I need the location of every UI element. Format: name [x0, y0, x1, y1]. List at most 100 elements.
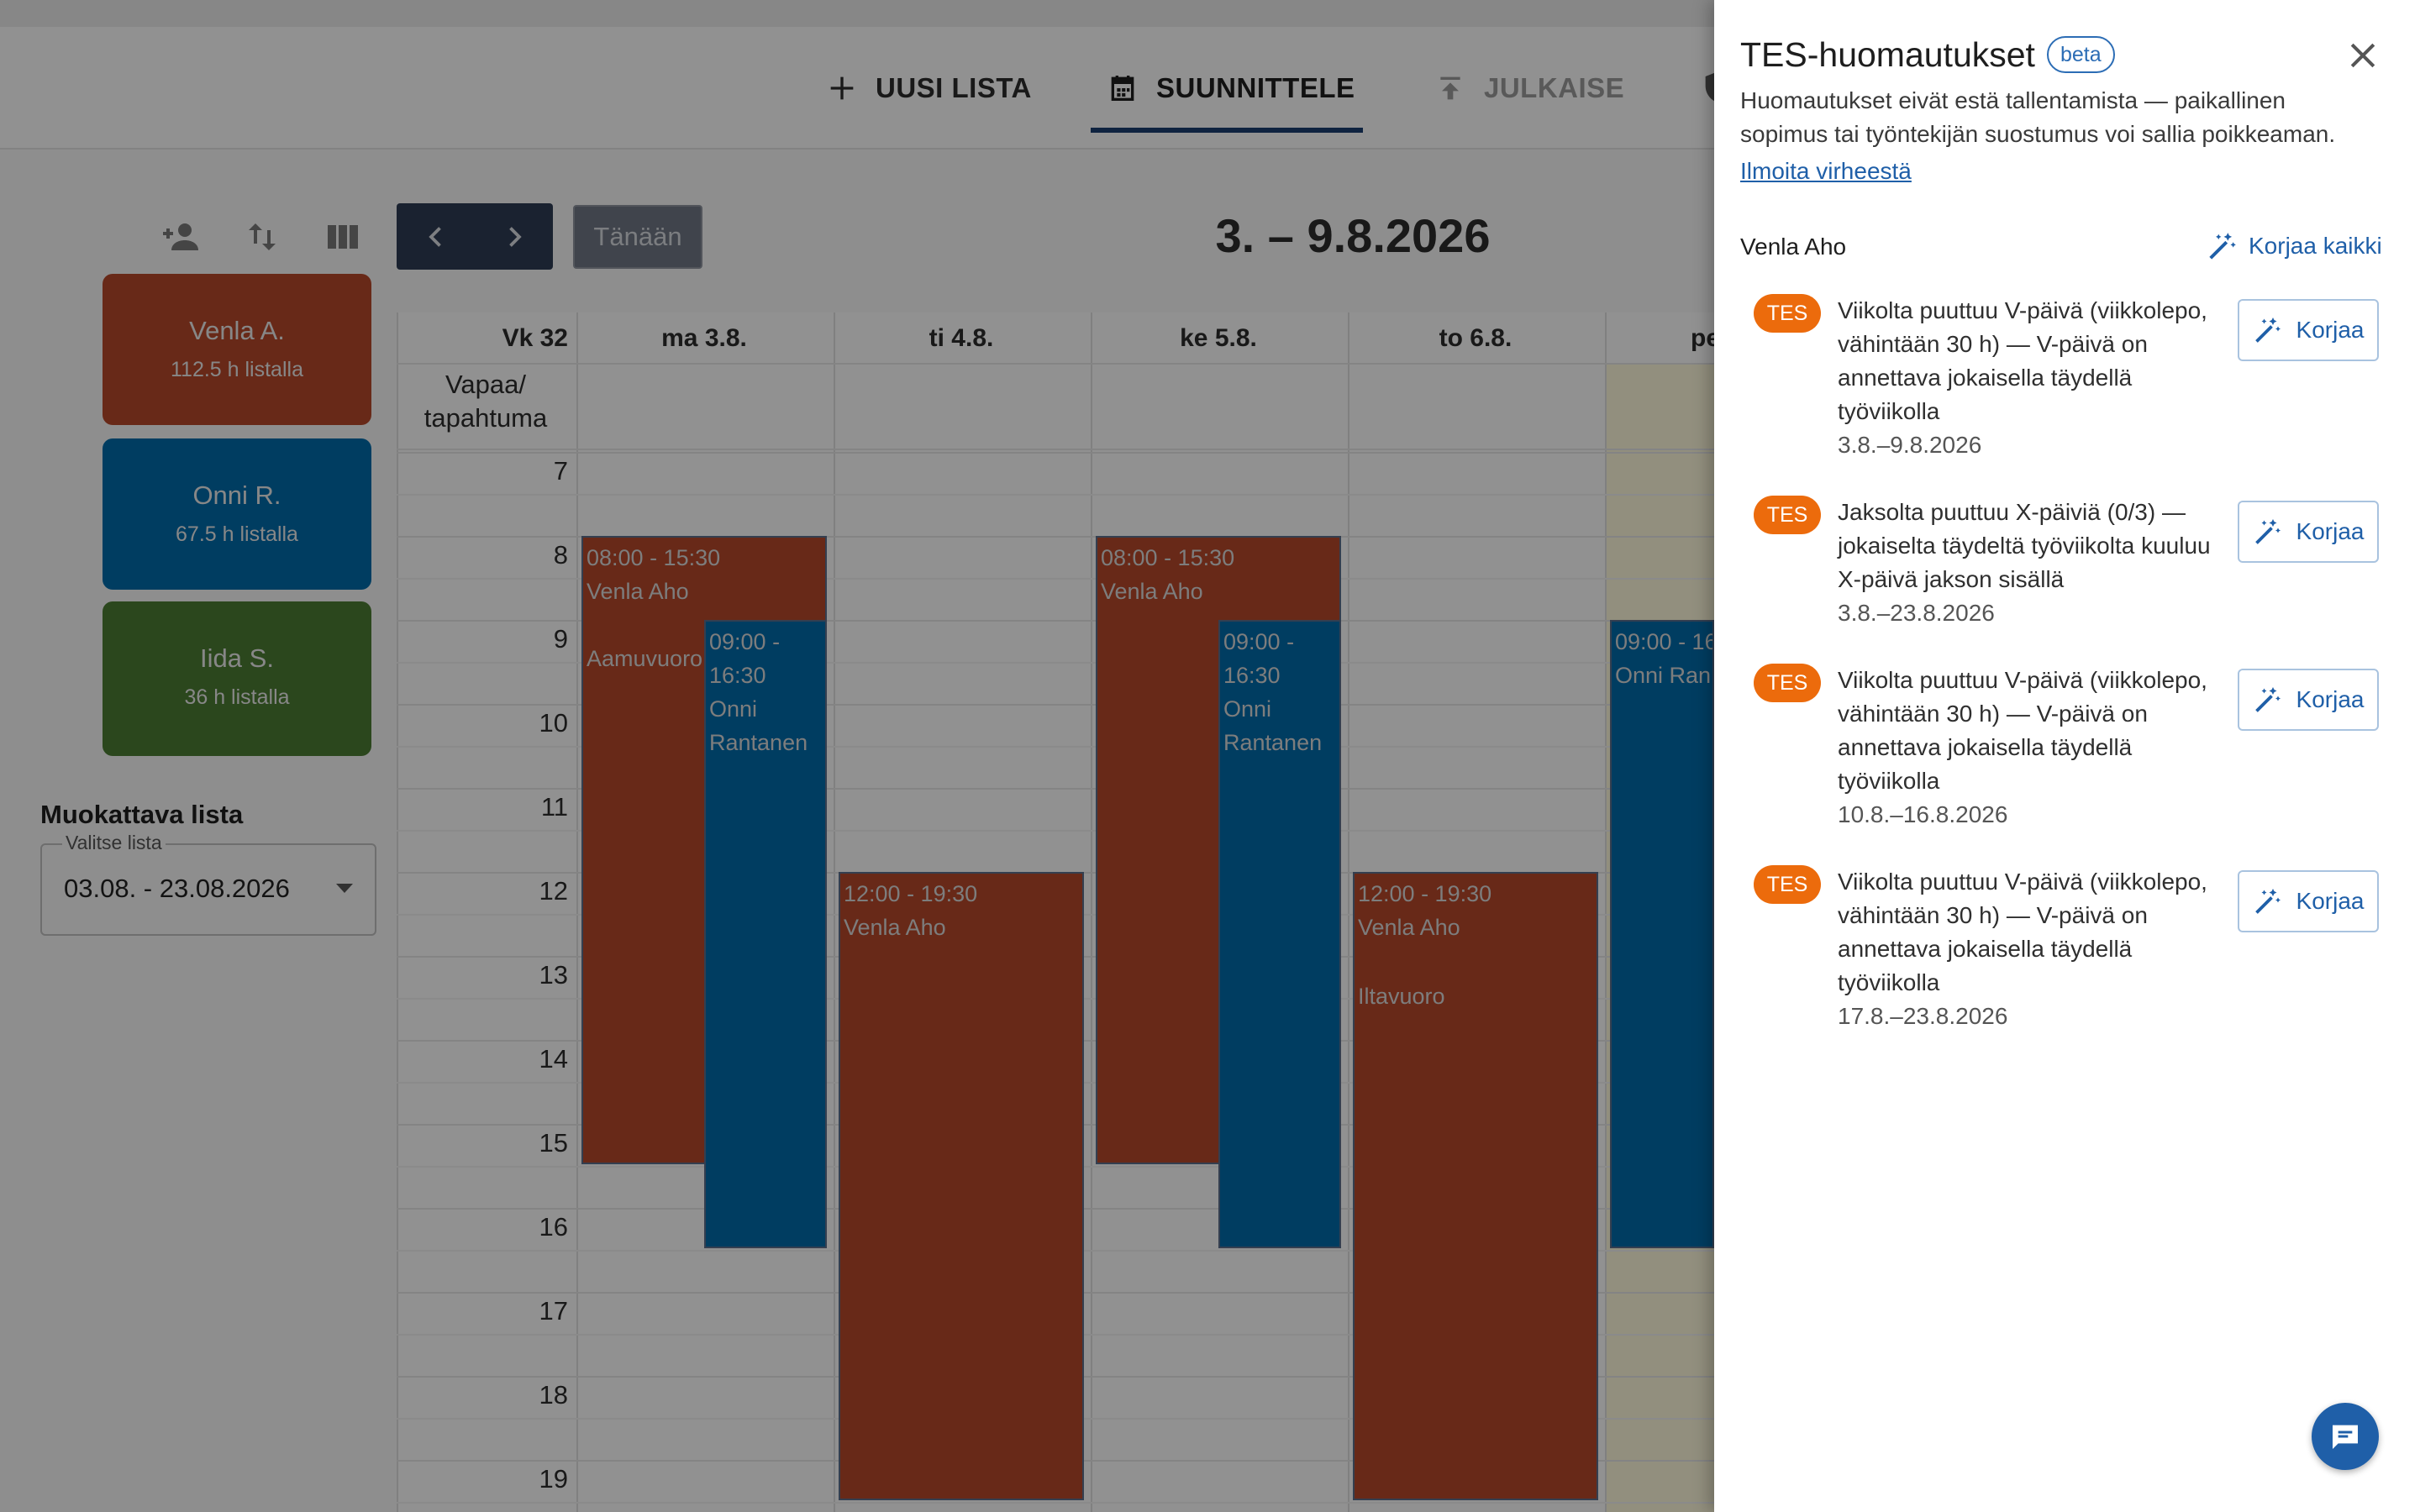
employee-card[interactable]: Venla A. 112.5 h listalla: [103, 274, 371, 425]
employee-name: Onni R.: [192, 480, 281, 510]
shift-time: 08:00 - 15:30: [1101, 545, 1235, 570]
hour-label: 13: [539, 960, 568, 990]
fix-button[interactable]: Korjaa: [2238, 299, 2379, 361]
day-header-tue[interactable]: ti 4.8.: [929, 324, 994, 352]
employee-hours: 67.5 h listalla: [176, 522, 298, 546]
shift-time: 09:00 - 16: [1615, 629, 1714, 654]
shift-block[interactable]: 09:00 - 16:30 Onni Rantanen: [1218, 620, 1341, 1248]
person-name: Venla Aho: [1740, 234, 1847, 260]
day-header-fri[interactable]: pe: [1691, 324, 1714, 352]
magic-wand-icon: [2254, 318, 2281, 343]
allday-label-line1: Vapaa/: [445, 370, 526, 399]
chat-icon: [2333, 1425, 2358, 1449]
shift-person: Onni Rantanen: [709, 696, 808, 755]
shift-block[interactable]: 12:00 - 19:30 Venla Aho: [839, 872, 1084, 1500]
publish-icon: [1440, 76, 1460, 100]
tab-publish[interactable]: JULKAISE: [1434, 27, 1624, 150]
hour-divider: [397, 788, 1714, 790]
close-icon[interactable]: [2344, 37, 2381, 74]
magic-wand-icon: [2254, 889, 2281, 914]
tab-plan[interactable]: SUUNNITTELE: [1106, 27, 1355, 150]
shift-note: Iltavuoro: [1358, 984, 1445, 1009]
hour-label: 10: [539, 708, 568, 738]
week-number: Vk 32: [502, 324, 568, 352]
magic-wand-icon: [2209, 233, 2236, 260]
shift-block[interactable]: 09:00 - 16:30 Onni Rantanen: [704, 620, 827, 1248]
list-select-value: 03.08. - 23.08.2026: [64, 874, 290, 903]
day-header-wed[interactable]: ke 5.8.: [1180, 324, 1257, 352]
hour-label: 17: [539, 1296, 568, 1326]
fix-button[interactable]: Korjaa: [2238, 870, 2379, 932]
employee-card[interactable]: Iida S. 36 h listalla: [103, 601, 371, 756]
shift-block[interactable]: 12:00 - 19:30 Venla Aho Iltavuoro: [1353, 872, 1598, 1500]
issue-description: Jaksolta puuttuu X-päiviä (0/3) — jokais…: [1838, 499, 2211, 592]
fix-all-label: Korjaa kaikki: [2249, 233, 2382, 259]
issue-text: Jaksolta puuttuu X-päiviä (0/3) — jokais…: [1838, 496, 2224, 630]
chevron-right-icon: [508, 226, 522, 247]
hour-divider: [397, 620, 1714, 622]
issue-description: Viikolta puuttuu V-päivä (viikkolepo, vä…: [1838, 667, 2207, 794]
issue-date: 3.8.–23.8.2026: [1838, 600, 1995, 626]
issue-description: Viikolta puuttuu V-päivä (viikkolepo, vä…: [1838, 869, 2207, 995]
chevron-left-icon: [428, 226, 441, 247]
panel-description: Huomautukset eivät estä tallentamista — …: [1740, 87, 2336, 147]
list-select[interactable]: [40, 843, 376, 936]
half-hour-divider: [397, 830, 1714, 832]
next-week-button[interactable]: [475, 203, 553, 270]
week-range-title: 3. – 9.8.2026: [1215, 209, 1491, 262]
hour-label: 12: [539, 876, 568, 906]
report-error-link[interactable]: Ilmoita virheestä: [1740, 158, 1912, 184]
panel-title: TES-huomautukset: [1740, 35, 2035, 74]
add-person-icon[interactable]: [161, 217, 202, 257]
tab-publish-label: JULKAISE: [1484, 72, 1625, 103]
hour-label: 8: [553, 540, 568, 570]
header-divider: [397, 449, 1714, 450]
shift-person: Venla Aho: [587, 579, 689, 604]
day-column-divider: [1605, 312, 1607, 1512]
list-select-label: Valitse lista: [62, 832, 166, 854]
day-header-mon[interactable]: ma 3.8.: [661, 324, 747, 352]
previous-week-button[interactable]: [397, 203, 475, 270]
employee-hours: 112.5 h listalla: [171, 358, 303, 381]
columns-icon[interactable]: [323, 217, 363, 257]
fix-button[interactable]: Korjaa: [2238, 501, 2379, 563]
hour-label: 19: [539, 1464, 568, 1494]
top-strip: [0, 0, 1714, 27]
allday-row-label: Vapaa/ tapahtuma: [397, 368, 575, 435]
employee-hours: 36 h listalla: [184, 685, 290, 709]
issue-description: Viikolta puuttuu V-päivä (viikkolepo, vä…: [1838, 297, 2207, 424]
hour-divider: [397, 536, 1714, 538]
tab-plan-label: SUUNNITTELE: [1156, 72, 1355, 103]
issue-text: Viikolta puuttuu V-päivä (viikkolepo, vä…: [1838, 294, 2224, 462]
shift-time: 12:00 - 19:30: [1358, 881, 1492, 906]
shift-time: 09:00 - 16:30: [709, 629, 781, 688]
shift-person: Onni Rantanen: [1223, 696, 1323, 755]
fix-label: Korjaa: [2296, 686, 2365, 712]
employee-card[interactable]: Onni R. 67.5 h listalla: [103, 438, 371, 590]
fix-label: Korjaa: [2296, 888, 2365, 914]
shift-person: Venla Aho: [1101, 579, 1203, 604]
fix-all-button[interactable]: Korjaa kaikki: [2207, 230, 2382, 262]
beta-badge: beta: [2047, 36, 2115, 73]
tab-new-list[interactable]: UUSI LISTA: [825, 27, 1032, 150]
fix-button[interactable]: Korjaa: [2238, 669, 2379, 731]
shift-time: 12:00 - 19:30: [844, 881, 978, 906]
shift-block[interactable]: 09:00 - 16 Onni Ran: [1610, 620, 1714, 1248]
day-column-divider: [834, 312, 835, 1512]
issue-text: Viikolta puuttuu V-päivä (viikkolepo, vä…: [1838, 664, 2224, 832]
hour-label: 9: [553, 624, 568, 654]
issue-date: 17.8.–23.8.2026: [1838, 1003, 2008, 1029]
modal-backdrop[interactable]: [0, 0, 1714, 1512]
shift-person: Venla Aho: [844, 915, 946, 940]
issue-text: Viikolta puuttuu V-päivä (viikkolepo, vä…: [1838, 865, 2224, 1033]
issue-date: 3.8.–9.8.2026: [1838, 432, 1982, 458]
today-button[interactable]: Tänään: [573, 205, 702, 269]
sort-icon[interactable]: [242, 217, 282, 257]
hour-label: 18: [539, 1380, 568, 1410]
top-navigation: UUSI LISTA SUUNNITTELE JULKAISE: [0, 27, 1721, 150]
chat-button[interactable]: [2312, 1403, 2379, 1470]
half-hour-divider: [397, 1502, 1714, 1504]
shift-note: Aamuvuoro: [587, 646, 703, 671]
hour-label: 15: [539, 1128, 568, 1158]
day-header-thu[interactable]: to 6.8.: [1439, 324, 1512, 352]
